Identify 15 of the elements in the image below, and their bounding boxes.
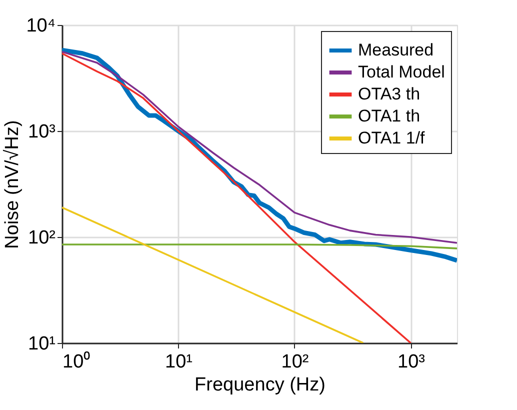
x-tick-label: 10³ bbox=[398, 352, 425, 372]
y-tick-label: 10⁴ bbox=[26, 16, 56, 36]
y-tick-label: 10¹ bbox=[28, 334, 56, 354]
x-tick-label: 10² bbox=[281, 352, 309, 372]
x-tick-label: 10⁰ bbox=[62, 350, 91, 372]
legend-label: Measured bbox=[358, 40, 434, 60]
y-tick-label: 10³ bbox=[28, 122, 56, 142]
legend-label: OTA1 1/f bbox=[358, 128, 426, 148]
y-axis-title: Noise (nV/√Hz) bbox=[2, 120, 24, 249]
y-tick-label: 10² bbox=[28, 228, 56, 248]
legend-label: OTA3 th bbox=[358, 84, 420, 104]
legend-label: OTA1 th bbox=[358, 106, 420, 126]
x-tick-label: 10¹ bbox=[165, 352, 192, 372]
legend-label: Total Model bbox=[358, 62, 445, 82]
x-axis-title: Frequency (Hz) bbox=[194, 374, 326, 396]
